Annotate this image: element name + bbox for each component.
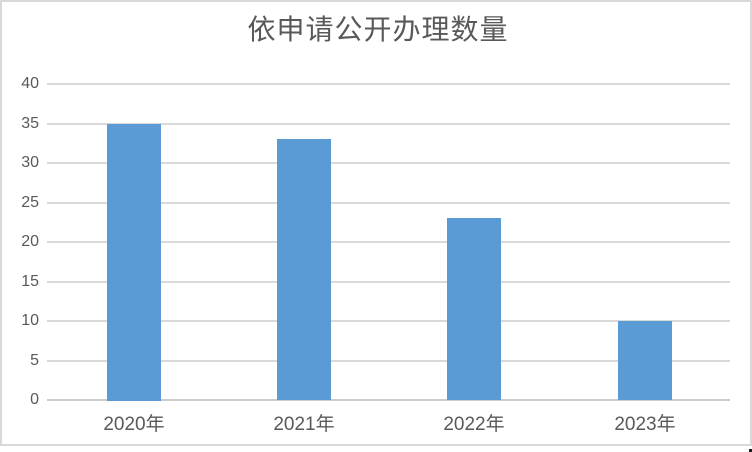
- y-tick-label: 25: [21, 193, 39, 211]
- y-tick-label: 20: [21, 233, 39, 250]
- y-gridline: [47, 201, 730, 204]
- bar-2023年: [618, 321, 672, 400]
- y-tick-label: 40: [21, 75, 39, 92]
- y-tick-label: 0: [30, 391, 39, 408]
- bar-2022年: [447, 218, 501, 400]
- x-category-label: 2020年: [103, 414, 165, 435]
- x-axis-line: [47, 399, 730, 401]
- y-gridline: [47, 83, 730, 85]
- y-gridline: [47, 122, 730, 125]
- corner-artifact-mark: [749, 449, 752, 452]
- y-tick-label: 30: [21, 154, 39, 171]
- x-category-label: 2021年: [273, 414, 335, 435]
- y-gridline: [47, 359, 730, 362]
- y-gridline: [47, 241, 730, 243]
- y-tick-label: 35: [21, 114, 39, 132]
- y-tick-label: 15: [21, 272, 39, 290]
- x-category-label: 2023年: [614, 414, 676, 435]
- bar-2020年: [107, 124, 161, 401]
- y-tick-label: 5: [30, 351, 39, 369]
- chart-title: 依申请公开办理数量: [247, 14, 509, 45]
- y-gridline: [47, 162, 730, 164]
- y-gridline: [47, 280, 730, 283]
- x-category-label: 2022年: [443, 414, 505, 435]
- y-tick-label: 10: [21, 312, 39, 329]
- bar-2021年: [277, 139, 331, 400]
- y-gridline: [47, 320, 730, 322]
